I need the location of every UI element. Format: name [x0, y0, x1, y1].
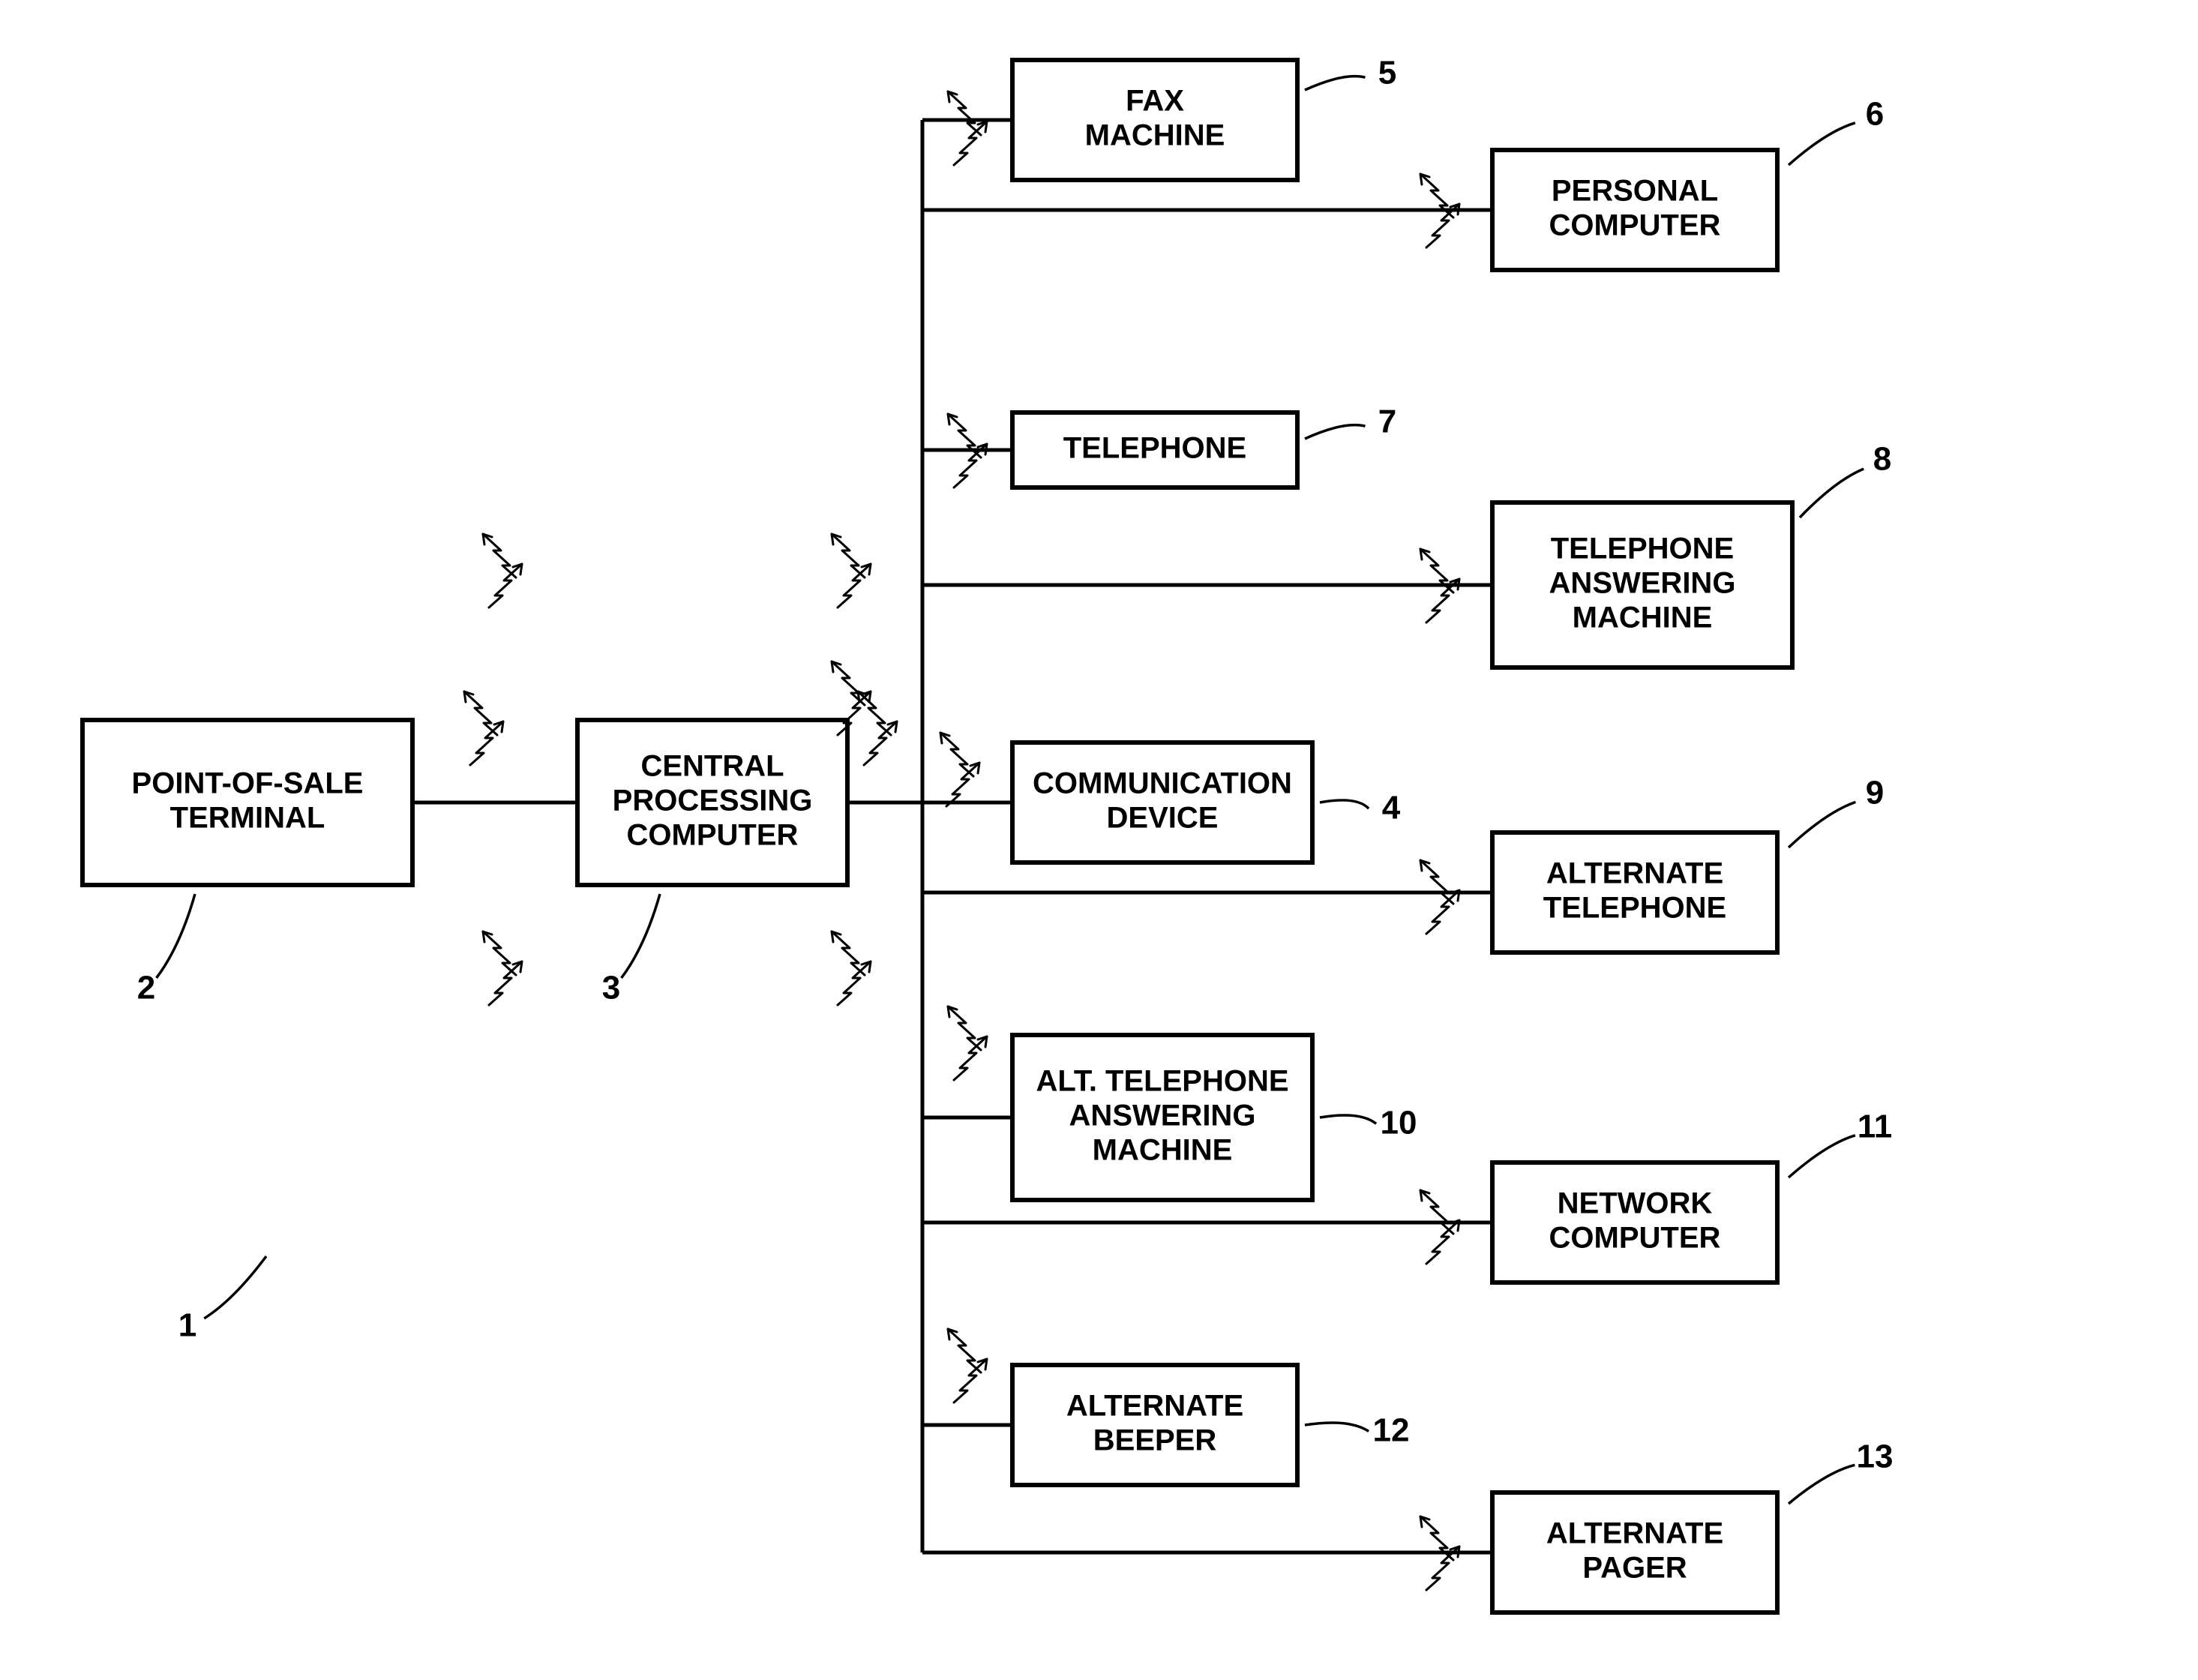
node-alttam-label-0: ALT. TELEPHONE	[1036, 1065, 1288, 1098]
refnum-6: 6	[1866, 96, 1884, 133]
node-altpager: ALTERNATEPAGER	[1492, 1492, 1777, 1612]
wireless-icon	[948, 1329, 987, 1402]
node-pos: POINT-OF-SALETERMINAL	[82, 720, 412, 885]
wireless-icon	[832, 534, 871, 608]
node-pc-label-1: COMPUTER	[1549, 209, 1721, 242]
refnum-7: 7	[1378, 404, 1396, 440]
refnum-12-leader	[1305, 1423, 1369, 1431]
refnum-9: 9	[1866, 775, 1884, 812]
node-alttam-label-2: MACHINE	[1093, 1134, 1233, 1167]
node-alttel-label-0: ALTERNATE	[1546, 857, 1723, 890]
refnum-11-leader	[1789, 1136, 1855, 1178]
node-tel-label-0: TELEPHONE	[1063, 432, 1246, 465]
refnum-8: 8	[1873, 441, 1891, 478]
node-alttam: ALT. TELEPHONEANSWERINGMACHINE	[1012, 1035, 1312, 1200]
node-cpc: CENTRALPROCESSINGCOMPUTER	[577, 720, 847, 885]
wireless-icon	[464, 692, 503, 765]
node-pos-label-0: POINT-OF-SALE	[132, 767, 364, 800]
node-cpc-label-0: CENTRAL	[640, 750, 784, 783]
node-altpager-label-0: ALTERNATE	[1546, 1517, 1723, 1550]
node-altpager-label-1: PAGER	[1582, 1552, 1687, 1585]
node-comm-label-0: COMMUNICATION	[1033, 767, 1292, 800]
refnum-13-leader	[1789, 1465, 1855, 1504]
refnum-11: 11	[1858, 1108, 1893, 1145]
node-fax: FAXMACHINE	[1012, 60, 1297, 180]
wireless-icon	[948, 1006, 987, 1080]
node-tam-label-2: MACHINE	[1573, 602, 1713, 634]
node-alttel-label-1: TELEPHONE	[1543, 892, 1726, 925]
node-tam: TELEPHONEANSWERINGMACHINE	[1492, 502, 1792, 668]
wireless-icon	[940, 733, 979, 806]
refnum-5: 5	[1378, 55, 1396, 92]
node-comm: COMMUNICATIONDEVICE	[1012, 742, 1312, 862]
node-netcomp: NETWORKCOMPUTER	[1492, 1162, 1777, 1282]
node-tam-label-1: ANSWERING	[1549, 567, 1736, 600]
wireless-icon	[483, 932, 522, 1005]
node-tel: TELEPHONE	[1012, 412, 1297, 488]
node-altbeep: ALTERNATEBEEPER	[1012, 1365, 1297, 1485]
node-cpc-label-1: PROCESSING	[613, 784, 813, 818]
refnum-1: 1	[178, 1307, 196, 1344]
node-comm-label-1: DEVICE	[1107, 802, 1219, 835]
refnum-5-leader	[1305, 76, 1365, 90]
refnum-12: 12	[1373, 1412, 1410, 1449]
refnum-1-leader	[204, 1256, 266, 1318]
node-fax-label-1: MACHINE	[1085, 119, 1225, 152]
node-altbeep-label-0: ALTERNATE	[1066, 1390, 1243, 1423]
wireless-icon	[832, 932, 871, 1005]
wireless-icon	[483, 534, 522, 608]
refnum-7-leader	[1305, 425, 1365, 439]
wireless-icon	[948, 92, 987, 165]
node-pos-label-1: TERMINAL	[170, 802, 325, 835]
refnum-10: 10	[1381, 1105, 1417, 1142]
refnum-4: 4	[1382, 790, 1401, 826]
node-pc-label-0: PERSONAL	[1552, 175, 1718, 208]
wireless-icon	[858, 692, 897, 765]
node-alttel: ALTERNATETELEPHONE	[1492, 832, 1777, 952]
node-netcomp-label-1: COMPUTER	[1549, 1222, 1721, 1255]
refnum-4-leader	[1320, 800, 1369, 808]
node-netcomp-label-0: NETWORK	[1558, 1187, 1713, 1220]
refnum-3: 3	[602, 970, 620, 1006]
node-tam-label-0: TELEPHONE	[1551, 532, 1734, 566]
refnum-10-leader	[1320, 1115, 1376, 1124]
wireless-icon	[1420, 1190, 1459, 1264]
node-alttam-label-1: ANSWERING	[1069, 1100, 1256, 1132]
refnum-6-leader	[1789, 123, 1855, 165]
refnum-8-leader	[1800, 469, 1864, 518]
refnum-3-leader	[622, 894, 660, 978]
wireless-icon	[1420, 860, 1459, 934]
node-altbeep-label-1: BEEPER	[1093, 1424, 1217, 1457]
refnum-9-leader	[1789, 802, 1855, 848]
node-cpc-label-2: COMPUTER	[627, 819, 799, 852]
node-pc: PERSONALCOMPUTER	[1492, 150, 1777, 270]
refnum-13: 13	[1857, 1438, 1894, 1475]
node-fax-label-0: FAX	[1126, 85, 1184, 118]
refnum-2: 2	[137, 970, 155, 1006]
refnum-2-leader	[157, 894, 195, 978]
